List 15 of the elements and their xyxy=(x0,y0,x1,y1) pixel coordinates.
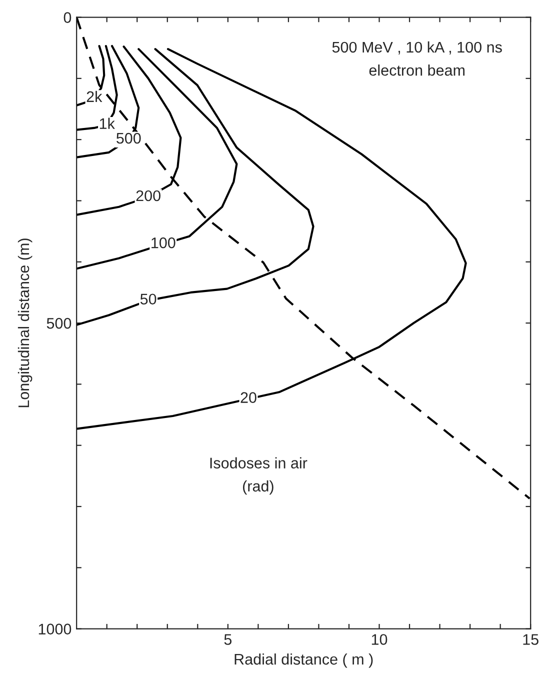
y-tick-label: 1000 xyxy=(38,624,72,634)
x-axis-title: Radial distance ( m ) xyxy=(234,653,373,668)
series-label: 2k xyxy=(86,90,102,102)
annotation: 500 MeV , 10 kA , 100 ns electron beam xyxy=(332,41,502,76)
line-series xyxy=(76,48,238,270)
x-tick-label: 10 xyxy=(372,634,388,645)
y-tick-label: 0 xyxy=(64,12,72,23)
x-tick-label: 5 xyxy=(224,634,232,645)
y-axis-title: Longitudinal distance (m) xyxy=(18,238,32,408)
y-tick-label: 500 xyxy=(46,318,72,329)
series-label: 1k xyxy=(100,118,115,129)
x-tick-label: 15 xyxy=(523,634,538,645)
annotation: Isodoses in air (rad) xyxy=(210,457,308,495)
series-label: 50 xyxy=(140,294,156,305)
series-label: 20 xyxy=(240,392,256,403)
